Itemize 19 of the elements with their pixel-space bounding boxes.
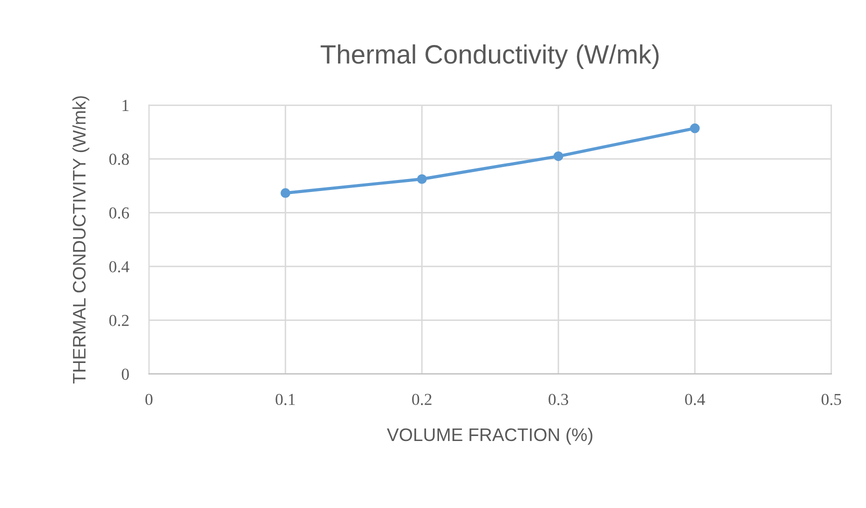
y-tick-label: 0.8 [109, 154, 129, 165]
point [417, 174, 427, 184]
x-axis-title: VOLUME FRACTION (%) [386, 428, 592, 445]
x-tick-label: 0.1 [276, 394, 295, 406]
chart-title: Thermal Conductivity (W/mk) [320, 44, 659, 69]
point [690, 123, 700, 134]
y-tick-label: 0.2 [109, 314, 129, 326]
y-tick-label: 0.4 [109, 261, 130, 272]
x-tick-label: 0.3 [548, 394, 568, 406]
y-tick-label: 0 [122, 368, 129, 380]
x-tick-label: 0.5 [822, 394, 842, 406]
point [280, 188, 290, 198]
y-tick-label: 0.6 [109, 207, 130, 219]
x-tick-label: 0.4 [685, 394, 706, 406]
point [554, 151, 564, 162]
x-tick-label: 0.2 [412, 394, 432, 406]
y-tick-label: 1 [122, 100, 129, 111]
y-axis-title: THERMAL CONDUCTIVITY (W/mk) [72, 96, 90, 384]
x-tick-label: 0 [145, 394, 152, 406]
